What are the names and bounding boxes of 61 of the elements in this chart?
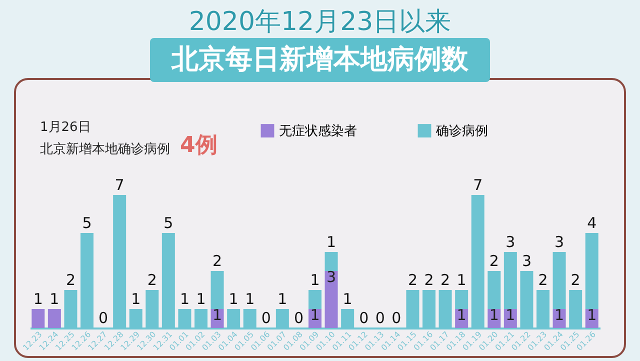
data-label: 0	[359, 309, 369, 327]
data-label: 0	[375, 309, 385, 327]
data-label: 1	[587, 306, 597, 324]
data-label: 1	[228, 290, 238, 308]
data-label: 2	[424, 271, 434, 289]
data-label: 1	[212, 306, 222, 324]
text: 1月26日	[40, 119, 91, 136]
data-label: 2	[408, 271, 418, 289]
bar	[324, 252, 338, 271]
data-label: 1	[245, 290, 255, 308]
data-label: 1	[506, 306, 516, 324]
data-label: 1	[310, 271, 320, 289]
bar	[585, 233, 598, 309]
bar	[32, 309, 45, 328]
data-label: 1	[50, 290, 60, 308]
data-label: 2	[538, 271, 548, 289]
data-label: 1	[489, 306, 499, 324]
bar	[210, 271, 224, 309]
data-label: 5	[82, 214, 92, 232]
data-label: 0	[294, 309, 304, 327]
bar	[48, 309, 61, 328]
data-label: 2	[66, 271, 76, 289]
data-label: 3	[554, 233, 564, 251]
data-label: 1	[456, 306, 466, 324]
data-label: 4	[587, 214, 597, 232]
data-label: 1	[180, 290, 190, 308]
bar	[455, 290, 468, 309]
data-label: 2	[489, 252, 499, 270]
data-label: 2	[570, 271, 580, 289]
data-label: 2	[440, 271, 450, 289]
bar	[552, 252, 566, 309]
bar	[308, 290, 322, 309]
bar	[488, 271, 501, 309]
data-label: 5	[164, 214, 174, 232]
text: 4例	[180, 132, 218, 160]
data-label: 2	[212, 252, 222, 270]
legend-label: 确诊病例	[435, 124, 488, 139]
bar	[504, 252, 517, 309]
data-label: 1	[33, 290, 43, 308]
chart-title: 2020年12月23日以来	[188, 6, 452, 39]
data-label: 0	[98, 309, 108, 327]
chart-subtitle: 北京每日新增本地病例数	[150, 38, 490, 82]
text: 北京新增本地确诊病例	[40, 141, 170, 158]
data-label: 1	[342, 290, 352, 308]
data-label: 1	[196, 290, 206, 308]
data-label: 1	[278, 290, 288, 308]
data-label: 7	[114, 176, 124, 194]
bar	[324, 271, 338, 328]
data-label: 1	[131, 290, 141, 308]
data-label: 1	[310, 306, 320, 324]
data-label: 3	[326, 268, 336, 286]
data-label: 0	[392, 309, 402, 327]
legend-label: 无症状感染者	[279, 124, 357, 139]
data-label: 1	[456, 271, 466, 289]
data-label: 3	[506, 233, 516, 251]
data-label: 1	[326, 233, 336, 251]
data-label: 1	[554, 306, 564, 324]
data-label: 3	[522, 252, 532, 270]
data-label: 7	[473, 176, 483, 194]
data-label: 2	[147, 271, 157, 289]
data-label: 0	[261, 309, 271, 327]
